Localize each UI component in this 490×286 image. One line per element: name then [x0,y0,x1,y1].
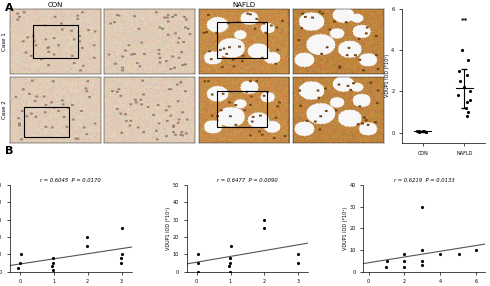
Text: B: B [5,146,13,156]
Y-axis label: VDUP1 IOD (*10³): VDUP1 IOD (*10³) [385,54,390,97]
Point [117,255,125,260]
Point [400,265,408,270]
Point [118,252,125,257]
Point [455,252,463,257]
Point [400,252,408,257]
Point [472,248,480,252]
Text: r = 0.6045  P = 0.0170: r = 0.6045 P = 0.0170 [40,178,101,183]
Point [17,252,24,257]
Point [463,72,471,77]
Point [455,68,463,73]
Text: r = 0.6219  P = 0.0133: r = 0.6219 P = 0.0133 [394,178,455,183]
Text: **: ** [461,18,468,24]
Point [195,252,202,257]
Point [226,261,234,265]
Point [466,97,473,102]
Point [461,85,468,90]
Point [83,235,91,239]
Point [83,243,91,248]
Point [294,252,302,257]
Y-axis label: Case 1: Case 1 [2,32,7,51]
Point [261,217,269,222]
Point [463,99,470,104]
Point [14,266,22,271]
Point [118,226,126,231]
Point [294,261,302,265]
Point [16,261,24,265]
Title: NAFLD: NAFLD [232,2,255,8]
Point [456,79,464,83]
Point [464,110,471,114]
Point [465,58,472,63]
Point [422,129,430,134]
Point [226,255,234,260]
Point [382,265,390,270]
Point [49,255,56,260]
Point [383,259,391,263]
Point [227,243,235,248]
Point [117,261,124,265]
Point [422,130,430,134]
Point [416,129,423,134]
Point [260,226,268,231]
Point [49,268,57,272]
Point [49,261,57,265]
Text: r = 0.6477  P = 0.0090: r = 0.6477 P = 0.0090 [217,178,278,183]
Title: CON: CON [48,2,63,8]
Point [462,106,469,110]
Point [226,269,234,274]
Point [419,129,427,134]
Point [463,114,471,118]
Point [415,129,423,134]
Point [420,129,428,134]
Point [436,252,444,257]
Point [194,269,202,274]
Point [400,259,408,263]
Y-axis label: VDUP1 IOD (*10³): VDUP1 IOD (*10³) [166,207,171,250]
Point [418,248,426,252]
Y-axis label: Case 2: Case 2 [2,101,7,120]
Bar [33,25,78,58]
Point [49,264,56,269]
Point [418,204,426,209]
Point [418,263,426,267]
Point [458,48,466,52]
Point [418,259,426,263]
Point [466,89,474,94]
Point [225,264,233,269]
Bar [24,107,69,137]
Point [413,129,421,133]
Point [194,261,202,265]
Point [454,93,462,98]
Text: A: A [5,3,14,13]
Bar [217,22,267,58]
Bar [217,91,267,127]
Y-axis label: VDUP1 IOD (*10³): VDUP1 IOD (*10³) [343,207,348,250]
